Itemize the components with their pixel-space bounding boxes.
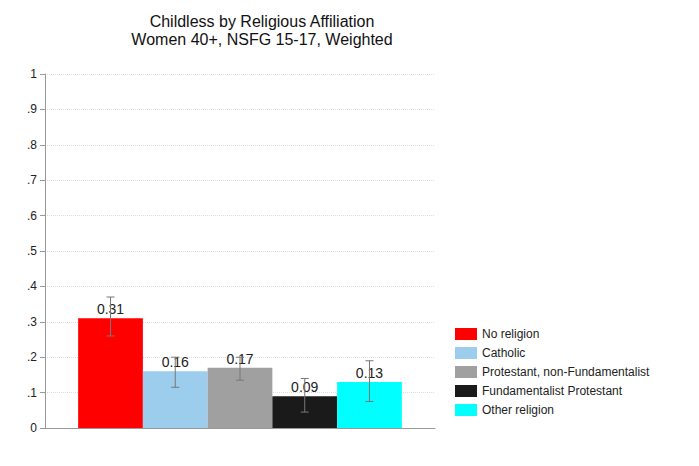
svg-text:.5: .5 bbox=[27, 244, 37, 258]
svg-text:Women 40+, NSFG 15-17, Weighte: Women 40+, NSFG 15-17, Weighted bbox=[131, 31, 392, 48]
svg-text:0.17: 0.17 bbox=[226, 350, 254, 367]
svg-text:.9: .9 bbox=[27, 102, 37, 116]
svg-text:Other religion: Other religion bbox=[482, 403, 554, 417]
svg-text:.6: .6 bbox=[27, 209, 37, 223]
svg-text:.3: .3 bbox=[27, 315, 37, 329]
svg-text:0.13: 0.13 bbox=[355, 365, 384, 381]
svg-text:Childless by Religious Affilia: Childless by Religious Affiliation bbox=[150, 13, 375, 30]
svg-text:0.16: 0.16 bbox=[161, 354, 189, 371]
svg-text:.7: .7 bbox=[27, 173, 37, 187]
svg-text:0: 0 bbox=[30, 421, 37, 435]
svg-text:Catholic: Catholic bbox=[482, 346, 525, 360]
svg-text:Fundamentalist Protestant: Fundamentalist Protestant bbox=[482, 384, 623, 398]
svg-text:0.09: 0.09 bbox=[291, 379, 319, 396]
svg-text:.2: .2 bbox=[27, 350, 37, 364]
svg-text:0.31: 0.31 bbox=[96, 301, 125, 318]
svg-text:.4: .4 bbox=[27, 279, 37, 293]
svg-text:1: 1 bbox=[30, 67, 37, 81]
svg-text:No religion: No religion bbox=[482, 327, 539, 341]
svg-text:.8: .8 bbox=[27, 138, 37, 152]
svg-text:Protestant, non-Fundamentalist: Protestant, non-Fundamentalist bbox=[482, 365, 650, 379]
svg-text:.1: .1 bbox=[27, 386, 37, 400]
